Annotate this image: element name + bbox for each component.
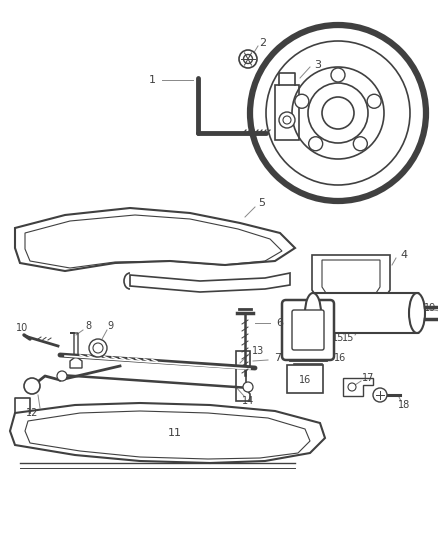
Circle shape	[353, 137, 367, 151]
Circle shape	[322, 97, 354, 129]
Circle shape	[89, 339, 107, 357]
Ellipse shape	[305, 293, 321, 333]
Text: 11: 11	[168, 428, 182, 438]
Circle shape	[283, 116, 291, 124]
Text: 3: 3	[314, 60, 321, 70]
Text: 14: 14	[242, 396, 254, 406]
Circle shape	[239, 50, 257, 68]
Text: 1: 1	[148, 75, 155, 85]
Text: 17: 17	[362, 373, 374, 383]
Bar	[287, 365, 323, 393]
Text: 12: 12	[26, 408, 38, 418]
Circle shape	[348, 383, 356, 391]
Circle shape	[57, 371, 67, 381]
FancyBboxPatch shape	[312, 293, 419, 333]
Circle shape	[243, 382, 253, 392]
Circle shape	[373, 388, 387, 402]
Circle shape	[279, 112, 295, 128]
Text: 2: 2	[259, 38, 267, 48]
Text: 13: 13	[252, 346, 264, 356]
Ellipse shape	[409, 293, 425, 333]
Circle shape	[24, 378, 40, 394]
Text: 6: 6	[276, 318, 283, 328]
Text: 16: 16	[299, 375, 311, 385]
Text: 7: 7	[275, 353, 282, 363]
Text: 9: 9	[107, 321, 113, 331]
Text: 19: 19	[424, 303, 436, 313]
Circle shape	[331, 68, 345, 82]
Text: 10: 10	[16, 323, 28, 333]
Circle shape	[309, 137, 323, 151]
Circle shape	[93, 343, 103, 353]
FancyBboxPatch shape	[282, 300, 334, 360]
Text: 15: 15	[332, 333, 344, 343]
Text: 4: 4	[400, 250, 408, 260]
Text: 18: 18	[398, 400, 410, 410]
Circle shape	[244, 54, 252, 63]
Circle shape	[295, 94, 309, 108]
Text: 15: 15	[342, 333, 354, 343]
Text: 16: 16	[334, 353, 346, 363]
Text: 8: 8	[85, 321, 91, 331]
Circle shape	[367, 94, 381, 108]
FancyBboxPatch shape	[292, 310, 324, 350]
Text: 5: 5	[258, 198, 265, 208]
